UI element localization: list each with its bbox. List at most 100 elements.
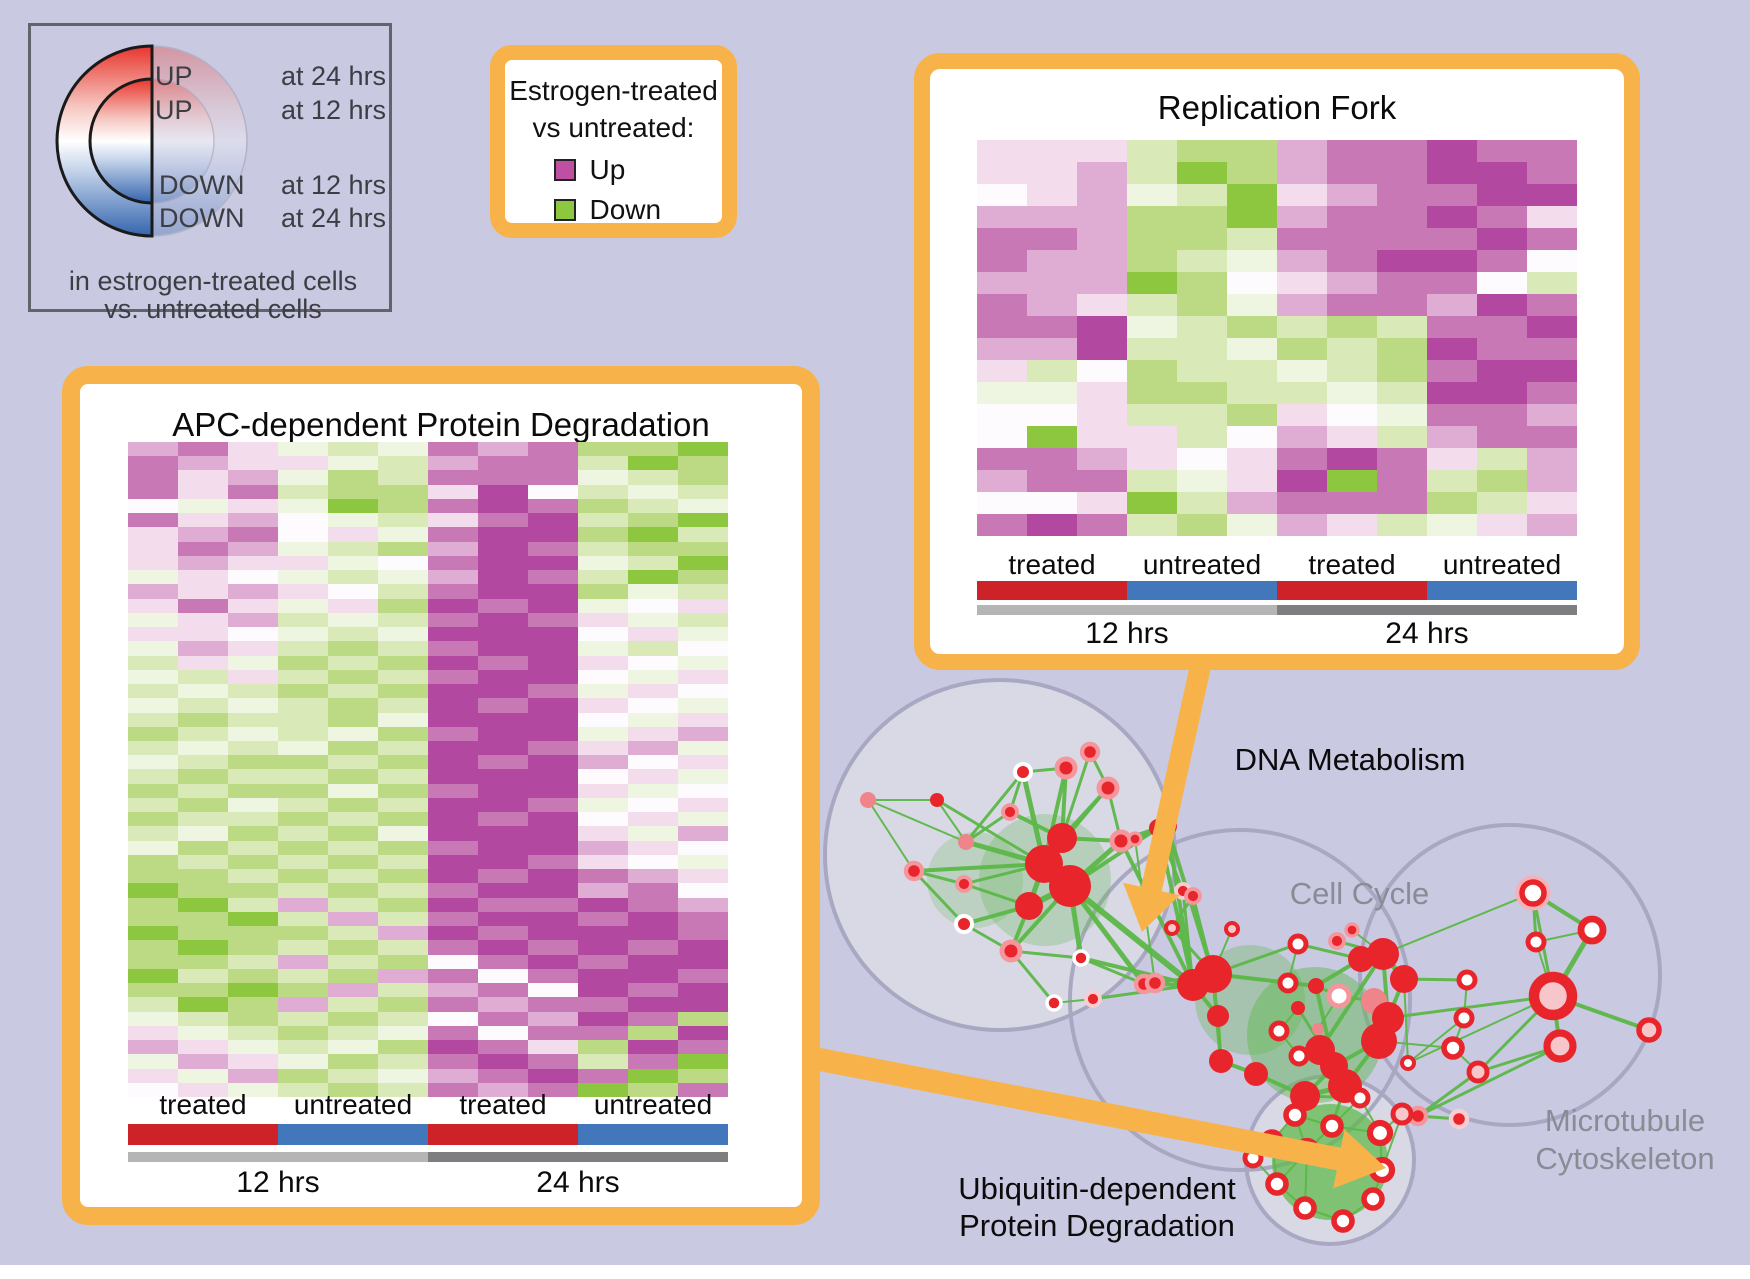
heatmap-cell — [977, 470, 1027, 492]
heatmap-cell — [178, 655, 228, 670]
heatmap-cell — [278, 726, 328, 742]
heatmap-cell — [528, 513, 578, 528]
heatmap-cell — [678, 513, 728, 528]
heatmap-cell — [328, 698, 378, 713]
heatmap-cell — [428, 854, 478, 870]
heatmap-cell — [528, 783, 578, 798]
heatmap-cell — [378, 741, 428, 756]
heatmap-cell — [128, 812, 178, 827]
heatmap-cell — [578, 983, 628, 998]
heatmap-cell — [228, 570, 278, 585]
heatmap-cell — [528, 797, 578, 813]
heatmap-cell — [1277, 294, 1327, 316]
heatmap-cell — [228, 911, 278, 927]
heatmap-cell — [528, 1025, 578, 1041]
heatmap-cell — [578, 883, 628, 898]
heatmap-cell — [278, 783, 328, 798]
heatmap-cell — [678, 826, 728, 841]
heatmap-cell — [278, 570, 328, 585]
heatmap-cell — [228, 940, 278, 955]
venn-footer-line1: in estrogen-treated cells — [68, 266, 358, 296]
heatmap-cell — [128, 456, 178, 471]
heatmap-cell — [328, 498, 378, 514]
heatmap-cell — [1377, 294, 1427, 316]
heatmap-cell — [528, 897, 578, 912]
heatmap-cell — [977, 492, 1027, 514]
heatmap-cell — [328, 983, 378, 998]
heatmap-cell — [1277, 360, 1327, 382]
heatmap-cell — [178, 684, 228, 699]
heatmap-cell — [1227, 206, 1277, 228]
heatmap-cell — [378, 598, 428, 613]
heatmap-cell — [578, 940, 628, 955]
heatmap-cell — [378, 498, 428, 514]
heatmap-cell — [1377, 470, 1427, 492]
heatmap-cell — [678, 1011, 728, 1026]
heatmap-cell — [1377, 426, 1427, 448]
venn-footer-line2: vs. untreated cells — [104, 294, 322, 324]
heatmap-cell — [1077, 404, 1127, 426]
apc-group-labels: treated untreated treated untreated — [128, 1089, 728, 1121]
heatmap-cell — [128, 954, 178, 969]
heatmap-cell — [1077, 492, 1127, 514]
heatmap-cell — [1277, 206, 1327, 228]
heatmap-cell — [678, 527, 728, 542]
heatmap-cell — [178, 854, 228, 870]
heatmap-cell — [1127, 448, 1177, 470]
heatmap-cell — [278, 627, 328, 642]
rf-group-labels: treated untreated treated untreated — [977, 549, 1577, 581]
heatmap-cell — [278, 712, 328, 727]
heatmap-cell — [1027, 470, 1077, 492]
heatmap-cell — [1527, 492, 1577, 514]
heatmap-cell — [1427, 316, 1477, 338]
heatmap-cell — [378, 911, 428, 927]
rf-group-untreated-12: untreated — [1142, 549, 1262, 580]
heatmap-cell — [528, 498, 578, 514]
heatmap-cell — [128, 655, 178, 670]
heatmap-cell — [278, 869, 328, 884]
heatmap-cell — [328, 812, 378, 827]
heatmap-cell — [428, 1054, 478, 1069]
heatmap-cell — [428, 498, 478, 514]
heatmap-cell — [1177, 184, 1227, 206]
heatmap-cell — [578, 570, 628, 585]
heatmap-cell — [178, 726, 228, 742]
heatmap-cell — [628, 1040, 678, 1055]
heatmap-cell — [628, 655, 678, 670]
heatmap-cell — [678, 940, 728, 955]
heatmap-cell — [678, 797, 728, 813]
heatmap-cell — [378, 755, 428, 770]
heatmap-cell — [328, 783, 378, 798]
heatmap-cell — [228, 684, 278, 699]
heatmap-cell — [478, 612, 528, 628]
heatmap-cell — [678, 627, 728, 642]
heatmap-cell — [1377, 448, 1427, 470]
heatmap-cell — [628, 897, 678, 912]
heatmap-cell — [1527, 338, 1577, 360]
heatmap-cell — [678, 854, 728, 870]
heatmap-cell — [328, 826, 378, 841]
heatmap-cell — [628, 669, 678, 685]
heatmap-cell — [428, 627, 478, 642]
up-magenta-swatch — [553, 159, 576, 181]
apc-title: APC-dependent Protein Degradation — [172, 406, 710, 443]
heatmap-cell — [428, 812, 478, 827]
heatmap-cell — [478, 584, 528, 599]
heatmap-cell — [428, 897, 478, 912]
heatmap-cell — [328, 484, 378, 499]
heatmap-cell — [278, 769, 328, 784]
heatmap-cell — [1427, 228, 1477, 250]
heatmap-cell — [678, 769, 728, 784]
heatmap-cell — [378, 926, 428, 941]
heatmap-cell — [128, 627, 178, 642]
heatmap-cell — [178, 498, 228, 514]
heatmap-cell — [378, 570, 428, 585]
heatmap-cell — [428, 883, 478, 898]
heatmap-cell — [228, 968, 278, 984]
heatmap-cell — [977, 382, 1027, 404]
heatmap-cell — [378, 655, 428, 670]
heatmap-cell — [1527, 162, 1577, 184]
heatmap-cell — [178, 769, 228, 784]
heatmap-cell — [428, 712, 478, 727]
heatmap-cell — [478, 769, 528, 784]
